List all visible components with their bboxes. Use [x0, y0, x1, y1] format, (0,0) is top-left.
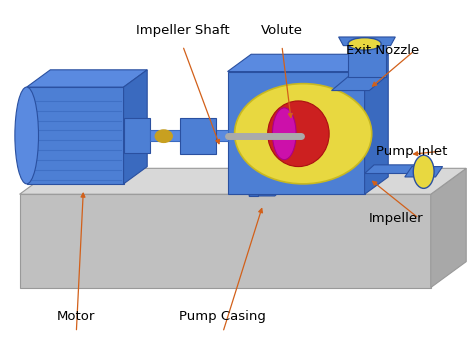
- Ellipse shape: [235, 84, 372, 184]
- Polygon shape: [249, 187, 284, 196]
- Polygon shape: [124, 70, 147, 184]
- Polygon shape: [331, 77, 386, 91]
- Polygon shape: [338, 37, 395, 45]
- Polygon shape: [19, 194, 431, 288]
- Polygon shape: [431, 168, 466, 288]
- Polygon shape: [228, 54, 388, 71]
- Text: Impeller Shaft: Impeller Shaft: [136, 24, 229, 36]
- Polygon shape: [228, 71, 365, 194]
- Polygon shape: [365, 165, 424, 174]
- Polygon shape: [124, 118, 150, 153]
- Polygon shape: [19, 168, 466, 194]
- Polygon shape: [180, 118, 216, 154]
- Polygon shape: [405, 167, 443, 177]
- Ellipse shape: [15, 87, 38, 184]
- Text: Pump Inlet: Pump Inlet: [376, 145, 447, 158]
- Text: Exit Nozzle: Exit Nozzle: [346, 44, 419, 57]
- Circle shape: [155, 130, 172, 142]
- Text: Volute: Volute: [261, 24, 303, 36]
- Polygon shape: [27, 87, 124, 184]
- Polygon shape: [365, 54, 388, 194]
- Ellipse shape: [348, 38, 381, 50]
- Text: Impeller: Impeller: [369, 212, 424, 225]
- Polygon shape: [27, 70, 147, 87]
- Ellipse shape: [268, 101, 329, 167]
- Text: Pump Casing: Pump Casing: [179, 311, 266, 323]
- Text: Motor: Motor: [57, 311, 95, 323]
- Polygon shape: [150, 130, 228, 141]
- Ellipse shape: [413, 155, 434, 188]
- Polygon shape: [348, 42, 386, 77]
- Ellipse shape: [273, 108, 296, 160]
- Polygon shape: [249, 168, 258, 196]
